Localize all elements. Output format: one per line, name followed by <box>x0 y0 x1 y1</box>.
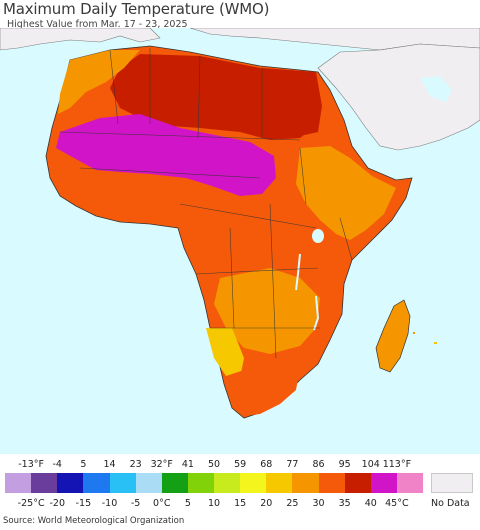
legend-tick-label: 10 <box>207 498 221 509</box>
legend-tick-label: 68 <box>260 459 273 470</box>
legend-tick-label: -20 <box>49 498 66 509</box>
legend-swatch <box>83 473 110 493</box>
page-title: Maximum Daily Temperature (WMO) <box>3 0 270 18</box>
europe-no-data-region <box>0 28 161 51</box>
legend-tick-label: 45°C <box>385 498 409 509</box>
legend-tick-label: 113°F <box>382 459 412 470</box>
central-africa-region <box>180 198 316 260</box>
legend-tick-label: 23 <box>129 459 142 470</box>
legend-tick-label: 32°F <box>150 459 173 470</box>
legend-swatch <box>396 473 423 493</box>
source-credit: Source: World Meteorological Organizatio… <box>3 516 185 526</box>
atlantic-coast-orange-region <box>58 50 140 114</box>
legend-tick-label: 0°C <box>153 498 171 509</box>
egypt-dark-region <box>262 68 322 136</box>
legend-tick-label: 5 <box>80 459 87 470</box>
legend-swatch <box>344 473 371 493</box>
madagascar-island <box>375 299 411 373</box>
south-africa-region <box>226 362 300 416</box>
legend-tick-label: 30 <box>312 498 325 509</box>
legend-tick-label: -15 <box>75 498 92 509</box>
legend-swatch <box>318 473 345 493</box>
reunion-island <box>413 332 415 334</box>
persian-gulf <box>420 76 452 102</box>
no-data-swatch <box>431 473 473 493</box>
legend-tick-label: 15 <box>234 498 247 509</box>
legend-tick-label: 77 <box>286 459 299 470</box>
legend-tick-label: 95 <box>338 459 351 470</box>
legend-tick-label: -4 <box>52 459 62 470</box>
legend-tick-label: 41 <box>181 459 194 470</box>
southern-interior-orange-region <box>214 268 320 354</box>
namibia-region <box>206 328 244 378</box>
legend-tick-label: 5 <box>184 498 191 509</box>
legend-swatch <box>5 473 32 493</box>
legend-tick-label: 20 <box>260 498 273 509</box>
legend-tick-label: -5 <box>130 498 141 509</box>
legend-swatch <box>292 473 319 493</box>
sahel-magenta-region <box>56 114 276 196</box>
legend-tick-label: 25 <box>286 498 299 509</box>
arabia-no-data-region <box>317 43 480 151</box>
country-borders <box>59 48 353 359</box>
legend-swatch <box>187 473 214 493</box>
europe-east-no-data-region <box>189 28 480 51</box>
legend-swatch <box>240 473 267 493</box>
legend-color-bar <box>5 473 423 493</box>
comoros-island <box>434 342 437 344</box>
page-subtitle: Highest Value from Mar. 17 - 23, 2025 <box>7 19 188 30</box>
legend-swatch <box>109 473 136 493</box>
legend-tick-label: 14 <box>103 459 116 470</box>
legend-tick-label: 50 <box>207 459 221 470</box>
legend-tick-label: 104 <box>361 459 380 470</box>
legend-tick-label: 40 <box>364 498 377 509</box>
legend-swatch <box>214 473 241 493</box>
horn-orange-region <box>296 146 396 240</box>
legend-swatch <box>135 473 162 493</box>
rift-lakes <box>295 253 320 331</box>
no-data-label: No Data <box>431 498 470 509</box>
legend-swatch <box>161 473 188 493</box>
legend-tick-label: 59 <box>234 459 247 470</box>
legend-swatch <box>370 473 397 493</box>
temperature-map <box>0 28 480 454</box>
legend-tick-label: -10 <box>101 498 118 509</box>
legend-tick-label: -13°F <box>18 459 44 470</box>
legend-fahrenheit-labels: -13°F -4 5 14 23 32°F 41 50 59 68 77 86 95 104 113°F <box>0 459 480 471</box>
lake-victoria <box>312 229 324 243</box>
legend-tick-label: 86 <box>312 459 325 470</box>
legend-tick-label: -25°C <box>17 498 45 509</box>
legend-swatch <box>266 473 293 493</box>
legend-swatch <box>31 473 58 493</box>
legend-tick-label: 35 <box>338 498 351 509</box>
legend-celsius-labels: -25°C -20 -15 -10 -5 0°C 5 10 15 20 25 30 35 40 45°C <box>0 498 480 510</box>
legend-swatch <box>57 473 84 493</box>
